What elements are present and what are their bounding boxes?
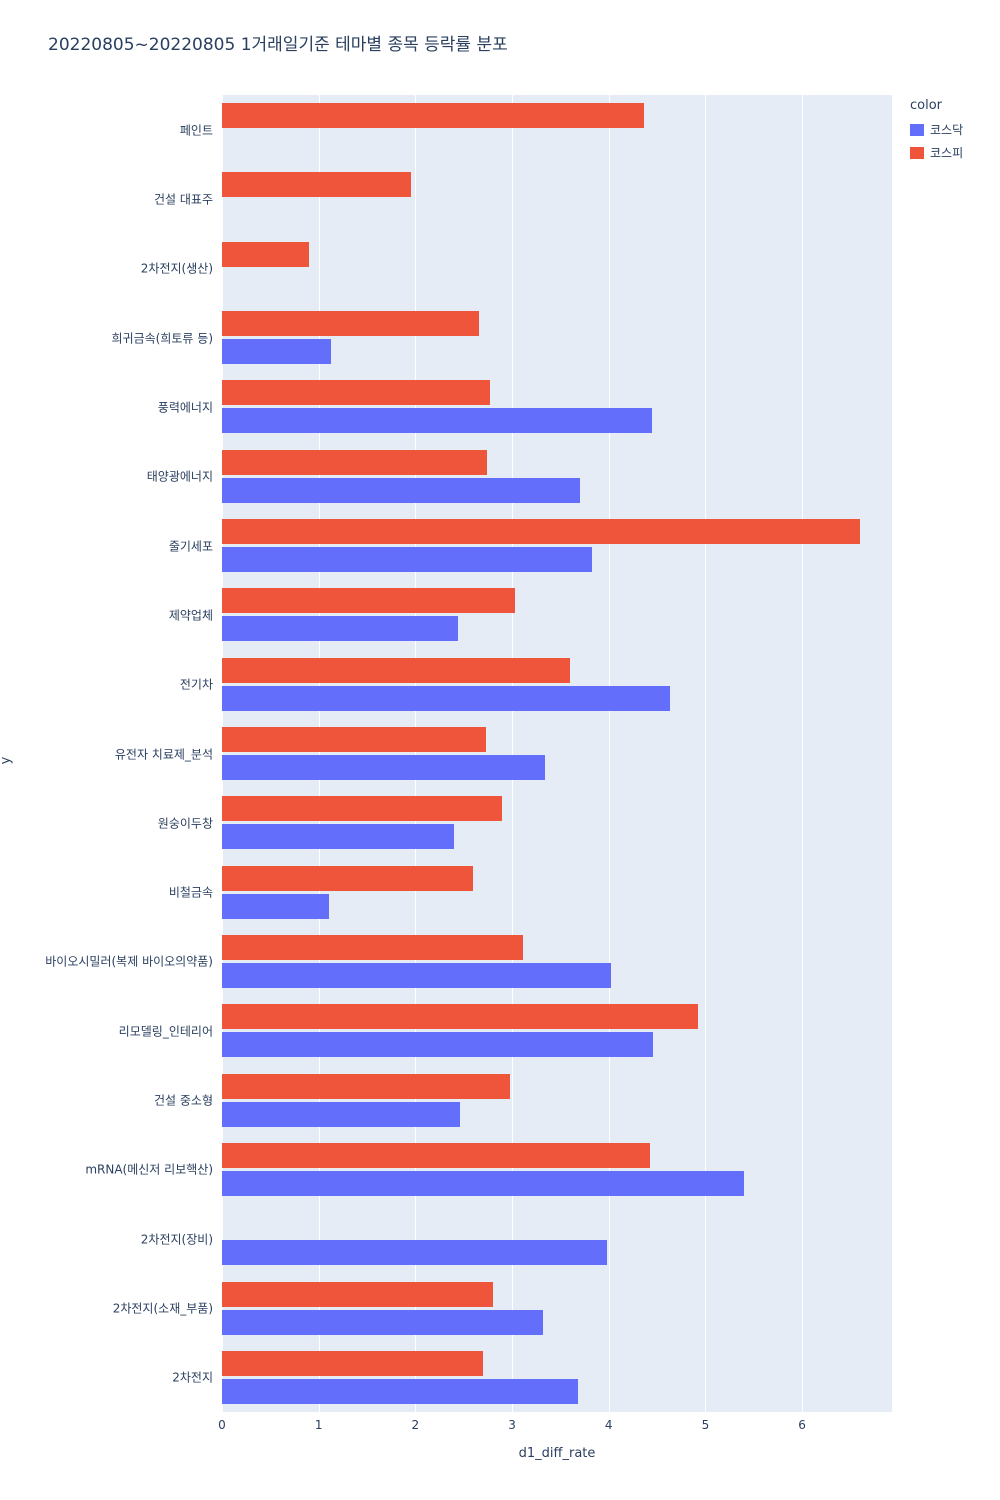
plot-area[interactable]	[222, 95, 892, 1412]
gridline-x-4	[608, 95, 610, 1412]
x-axis-title: d1_diff_rate	[518, 1446, 596, 1461]
bar-kospi-8	[222, 657, 571, 683]
bar-kosdaq-9	[222, 755, 545, 780]
bar-kospi-15	[222, 1142, 651, 1168]
y-tick-label: 바이오시밀러(복제 바이오의약품)	[45, 954, 213, 969]
bar-kosdaq-5	[222, 477, 580, 503]
legend-item-label: 코스피	[930, 146, 964, 160]
x-tick-label: 5	[701, 1418, 710, 1432]
x-axis-ticks: 0 1 2 3 4 5 6	[218, 1418, 892, 1436]
bar-kosdaq-14	[222, 1101, 460, 1127]
bar-kosdaq-10	[222, 824, 455, 850]
x-tick-label: 2	[411, 1418, 420, 1432]
x-tick-label: 0	[218, 1418, 226, 1432]
legend-title: color	[910, 98, 943, 113]
bar-kospi-10	[222, 796, 503, 822]
y-tick-label: 희귀금속(희토류 등)	[111, 331, 214, 346]
bar-kospi-6	[222, 519, 861, 545]
bar-kosdaq-7	[222, 616, 458, 642]
bar-kosdaq-11	[222, 893, 330, 919]
kosdaq-swatch-icon	[910, 123, 924, 136]
bar-kospi-0	[222, 103, 645, 129]
gridline-x-5	[705, 95, 707, 1412]
bar-kosdaq-4	[222, 408, 653, 434]
bar-kospi-17	[222, 1281, 493, 1307]
y-tick-label: mRNA(메신저 리보핵산)	[85, 1162, 213, 1177]
bar-kosdaq-13	[222, 1032, 654, 1058]
bar-kospi-11	[222, 865, 474, 891]
gridline-x-3	[512, 95, 514, 1412]
x-tick-label: 6	[798, 1418, 806, 1432]
bar-kosdaq-12	[222, 962, 611, 988]
y-tick-label: 2차전지(소재_부품)	[112, 1301, 213, 1316]
bar-kosdaq-16	[222, 1240, 607, 1266]
bar-kospi-4	[222, 380, 490, 406]
kospi-swatch-icon	[910, 146, 924, 159]
y-tick-label: 비철금속	[168, 885, 213, 900]
bar-kospi-14	[222, 1073, 511, 1099]
y-tick-label: 2차전지(장비)	[140, 1232, 213, 1247]
bar-kosdaq-3	[222, 339, 332, 365]
y-tick-label: 2차전지	[172, 1370, 213, 1385]
bar-kospi-18	[222, 1350, 484, 1376]
y-tick-label: 건설 중소형	[153, 1093, 213, 1108]
bar-kosdaq-8	[222, 685, 670, 711]
legend-item-label: 코스닥	[930, 123, 964, 137]
y-tick-label: 원숭이두창	[157, 816, 213, 831]
x-tick-label: 1	[314, 1418, 323, 1432]
x-tick-label: 4	[604, 1418, 613, 1432]
y-tick-label: 줄기세포	[168, 539, 213, 554]
y-tick-label: 2차전지(생산)	[140, 261, 213, 276]
y-tick-label: 태양광에너지	[146, 469, 213, 484]
chart-title: 20220805~20220805 1거래일기준 테마별 종목 등락률 분포	[48, 35, 508, 55]
y-tick-label: 페인트	[179, 123, 213, 138]
gridline-x-2	[415, 95, 417, 1412]
x-tick-label: 3	[508, 1418, 516, 1432]
bar-kospi-12	[222, 934, 523, 960]
bar-kospi-5	[222, 449, 487, 475]
legend-item-kosdaq[interactable]: 코스닥	[910, 121, 963, 138]
y-tick-label: 풍력에너지	[157, 400, 213, 415]
bar-kospi-1	[222, 172, 411, 198]
y-tick-label: 건설 대표주	[153, 192, 213, 207]
y-tick-label: 제약업체	[168, 608, 213, 623]
bar-kospi-2	[222, 241, 309, 267]
zero-line	[222, 95, 223, 1412]
gridline-x-1	[318, 95, 320, 1412]
bar-kosdaq-17	[222, 1309, 543, 1335]
bar-kospi-3	[222, 311, 480, 337]
bar-kosdaq-15	[222, 1170, 745, 1196]
legend: color 코스닥 코스피	[910, 98, 963, 167]
legend-item-kospi[interactable]: 코스피	[910, 144, 963, 161]
bar-kosdaq-18	[222, 1378, 578, 1404]
y-tick-label: 리모델링_인테리어	[118, 1024, 213, 1039]
gridline-x-6	[802, 95, 804, 1412]
y-tick-label: 전기차	[179, 677, 213, 692]
bar-kosdaq-6	[222, 547, 593, 573]
bar-kospi-13	[222, 1004, 698, 1030]
bar-kospi-7	[222, 588, 515, 614]
bar-kospi-9	[222, 727, 486, 752]
y-tick-label: 유전자 치료제_분석	[114, 747, 213, 761]
